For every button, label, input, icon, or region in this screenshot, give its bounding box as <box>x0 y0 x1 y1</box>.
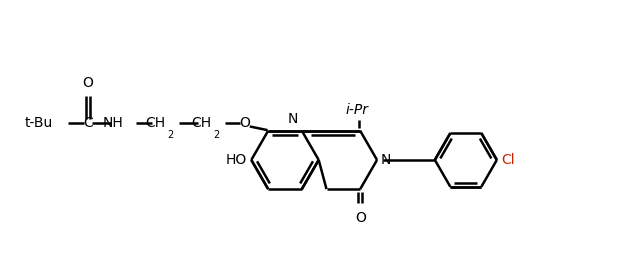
Text: 2: 2 <box>214 130 220 140</box>
Text: i-Pr: i-Pr <box>345 103 369 117</box>
Text: t-Bu: t-Bu <box>24 116 53 130</box>
Text: N: N <box>381 153 391 167</box>
Text: O: O <box>83 76 93 90</box>
Text: Cl: Cl <box>502 153 516 167</box>
Text: O: O <box>240 116 250 130</box>
Text: C: C <box>83 116 93 130</box>
Text: HO: HO <box>225 153 246 167</box>
Text: 2: 2 <box>168 130 174 140</box>
Text: CH: CH <box>145 116 165 130</box>
Text: NH: NH <box>103 116 124 130</box>
Text: O: O <box>355 211 366 225</box>
Text: CH: CH <box>191 116 211 130</box>
Text: N: N <box>288 112 298 127</box>
